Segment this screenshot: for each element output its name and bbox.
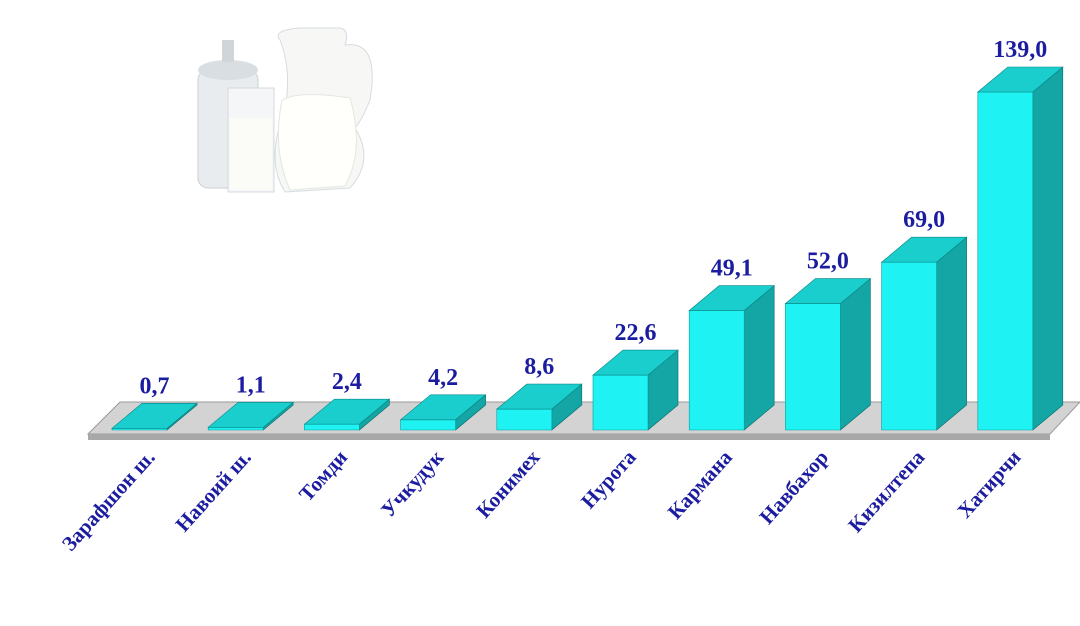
category-label: Кизилтепа xyxy=(843,445,929,537)
category-label: Нурота xyxy=(576,445,641,513)
bar xyxy=(784,277,872,431)
bar-top xyxy=(688,285,776,311)
value-label: 52,0 xyxy=(807,249,849,275)
category-label: Зарафшон ш. xyxy=(57,445,160,555)
value-label: 0,7 xyxy=(140,373,170,399)
bar-front xyxy=(977,91,1034,431)
bar-top xyxy=(207,402,295,428)
bar-top xyxy=(976,66,1064,93)
bar-top xyxy=(880,236,968,263)
category-label: Хатирчи xyxy=(952,445,1025,522)
bar xyxy=(976,66,1064,431)
category-label: Кармана xyxy=(663,445,737,524)
bar-top xyxy=(111,402,198,429)
bar-side xyxy=(1032,66,1064,431)
bar-side xyxy=(840,277,871,431)
bar xyxy=(880,236,968,431)
bar-side xyxy=(936,236,967,431)
value-label: 69,0 xyxy=(903,207,945,233)
value-label: 1,1 xyxy=(236,372,266,398)
milk-illustration xyxy=(197,27,373,193)
bar xyxy=(399,394,487,431)
bar xyxy=(111,402,198,431)
bar-front xyxy=(304,423,360,431)
category-label: Томди xyxy=(294,445,352,506)
bar-side xyxy=(743,284,775,431)
value-label: 2,4 xyxy=(332,369,362,395)
category-label: Конимех xyxy=(471,445,544,523)
bar-top xyxy=(399,394,487,421)
bar-front xyxy=(400,419,456,431)
bar-front xyxy=(496,408,553,431)
value-label: 139,0 xyxy=(993,37,1047,63)
category-label: Навоий ш. xyxy=(171,445,256,536)
bar-top xyxy=(495,383,583,410)
bar-front xyxy=(207,427,264,431)
value-label: 8,6 xyxy=(524,354,554,380)
bar-top xyxy=(303,398,391,425)
bar xyxy=(592,349,679,431)
category-label: Навбахор xyxy=(755,445,834,529)
bar xyxy=(207,401,295,431)
bar-top xyxy=(784,278,872,304)
bar xyxy=(303,398,391,431)
bar xyxy=(495,383,583,431)
bar-front xyxy=(881,261,937,431)
value-label: 22,6 xyxy=(615,320,657,346)
bar-top xyxy=(592,349,679,376)
value-label: 49,1 xyxy=(711,256,753,282)
value-label: 4,2 xyxy=(428,365,458,391)
bar-front xyxy=(592,374,649,431)
bar xyxy=(688,284,776,431)
bar-front xyxy=(785,303,841,431)
bar-front xyxy=(688,310,745,431)
category-label: Учкудук xyxy=(376,445,449,522)
